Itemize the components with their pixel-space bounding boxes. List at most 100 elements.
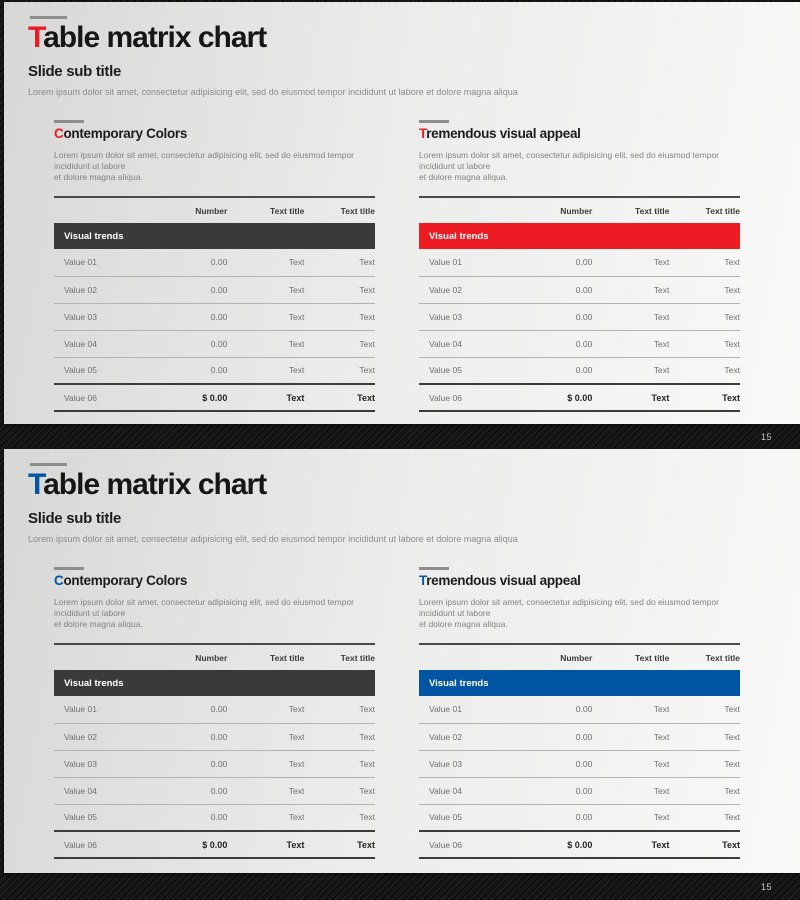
column-header-empty	[54, 644, 150, 670]
row-value: Text	[304, 330, 375, 358]
table-header-row: Number Text title Text title	[54, 644, 375, 670]
row-value: Text	[227, 276, 305, 304]
row-value: Text	[669, 276, 740, 304]
row-value: Text	[592, 249, 670, 277]
row-label: Value 04	[419, 330, 516, 358]
section-contemporary-colors: Contemporary Colors Lorem ipsum dolor si…	[54, 567, 375, 859]
table-row: Value 05 0.00 Text Text	[419, 804, 740, 832]
table-band-row: Visual trends	[419, 223, 740, 249]
slide-title-accent-letter: T	[28, 21, 44, 54]
slide-lead-text: Lorem ipsum dolor sit amet, consectetur …	[28, 534, 518, 544]
table-band-label: Visual trends	[419, 223, 740, 249]
row-value: Text	[304, 276, 375, 304]
slide-title-accent-letter: T	[28, 468, 44, 501]
row-value: 0.00	[515, 357, 593, 385]
row-value: Text	[592, 723, 670, 751]
table-band-label: Visual trends	[419, 670, 740, 696]
slide-header: Table matrix chart Slide sub title Lorem…	[4, 2, 800, 97]
column-header-empty	[419, 644, 515, 670]
row-value: 0.00	[515, 330, 593, 358]
table-row: Value 05 0.00 Text Text	[419, 357, 740, 385]
row-value: 0.00	[515, 804, 593, 832]
section-heading-rest: ontemporary Colors	[63, 126, 188, 141]
data-table: Number Text title Text title Visual tren…	[419, 196, 740, 412]
row-label: Value 05	[419, 804, 516, 832]
slide-header: Table matrix chart Slide sub title Lorem…	[4, 449, 800, 544]
row-label: Value 01	[54, 249, 151, 277]
slide-title-rest: able matrix chart	[43, 468, 267, 501]
row-value: 0.00	[515, 696, 593, 724]
row-value: Text	[227, 303, 305, 331]
row-label: Value 02	[419, 276, 516, 304]
row-value: Text	[592, 330, 670, 358]
row-value: Text	[304, 357, 375, 385]
table-header-row: Number Text title Text title	[419, 197, 740, 223]
column-header-text-title: Text title	[340, 652, 375, 663]
table-band-row: Visual trends	[54, 223, 375, 249]
section-heading-accent-letter: C	[54, 573, 64, 588]
table-row: Value 01 0.00 Text Text	[54, 249, 375, 277]
row-label: Value 05	[54, 357, 151, 385]
row-value: Text	[669, 249, 740, 277]
row-label: Value 05	[419, 357, 516, 385]
row-label: Value 06	[419, 383, 516, 412]
row-value: 0.00	[150, 330, 228, 358]
table-row: Value 03 0.00 Text Text	[54, 750, 375, 778]
section-body-text: Lorem ipsum dolor sit amet, consectetur …	[54, 597, 355, 629]
row-value: $ 0.00	[150, 830, 228, 859]
row-value: 0.00	[150, 723, 228, 751]
table-row: Value 04 0.00 Text Text	[419, 777, 740, 805]
section-tremendous-visual-appeal: Tremendous visual appeal Lorem ipsum dol…	[419, 120, 740, 412]
row-value: Text	[227, 330, 305, 358]
row-label: Value 06	[54, 383, 151, 412]
table-band-row: Visual trends	[54, 670, 375, 696]
row-label: Value 06	[54, 830, 151, 859]
row-value: Text	[304, 830, 375, 859]
row-value: 0.00	[150, 249, 228, 277]
row-value: Text	[227, 357, 305, 385]
row-value: Text	[304, 249, 375, 277]
row-value: 0.00	[150, 750, 228, 778]
table-row: Value 01 0.00 Text Text	[54, 696, 375, 724]
data-table: Number Text title Text title Visual tren…	[54, 643, 375, 859]
table-row: Value 04 0.00 Text Text	[419, 330, 740, 358]
row-value: Text	[304, 303, 375, 331]
row-value: Text	[227, 723, 305, 751]
row-label: Value 02	[419, 723, 516, 751]
row-label: Value 02	[54, 723, 151, 751]
row-value: $ 0.00	[515, 830, 593, 859]
table-row: Value 02 0.00 Text Text	[419, 723, 740, 751]
row-value: 0.00	[150, 777, 228, 805]
row-value: Text	[592, 750, 670, 778]
row-value: Text	[227, 383, 305, 412]
table-total-row: Value 06 $ 0.00 Text Text	[54, 383, 375, 412]
section-heading-rest: ontemporary Colors	[63, 573, 188, 588]
row-label: Value 01	[419, 696, 516, 724]
slide-subtitle: Slide sub title	[28, 63, 122, 80]
row-value: 0.00	[515, 276, 593, 304]
row-value: Text	[592, 777, 670, 805]
row-value: Text	[304, 777, 375, 805]
table-total-row: Value 06 $ 0.00 Text Text	[419, 830, 740, 859]
row-value: Text	[227, 830, 305, 859]
section-body-text: Lorem ipsum dolor sit amet, consectetur …	[419, 597, 720, 629]
row-value: Text	[592, 383, 670, 412]
row-value: 0.00	[150, 804, 228, 832]
row-value: Text	[304, 383, 375, 412]
table-header-row: Number Text title Text title	[419, 644, 740, 670]
page-number: 15	[760, 431, 772, 442]
row-value: 0.00	[515, 777, 593, 805]
column-header-text-title: Text title	[340, 205, 375, 216]
section-heading-accent-letter: C	[54, 126, 64, 141]
row-value: 0.00	[150, 303, 228, 331]
page-number: 15	[760, 881, 772, 892]
row-value: Text	[227, 777, 305, 805]
title-accent-line	[30, 16, 67, 19]
row-label: Value 01	[54, 696, 151, 724]
row-value: Text	[669, 750, 740, 778]
slide-title: Table matrix chart	[28, 469, 776, 501]
row-value: 0.00	[150, 696, 228, 724]
row-label: Value 06	[419, 830, 516, 859]
row-label: Value 03	[419, 303, 516, 331]
